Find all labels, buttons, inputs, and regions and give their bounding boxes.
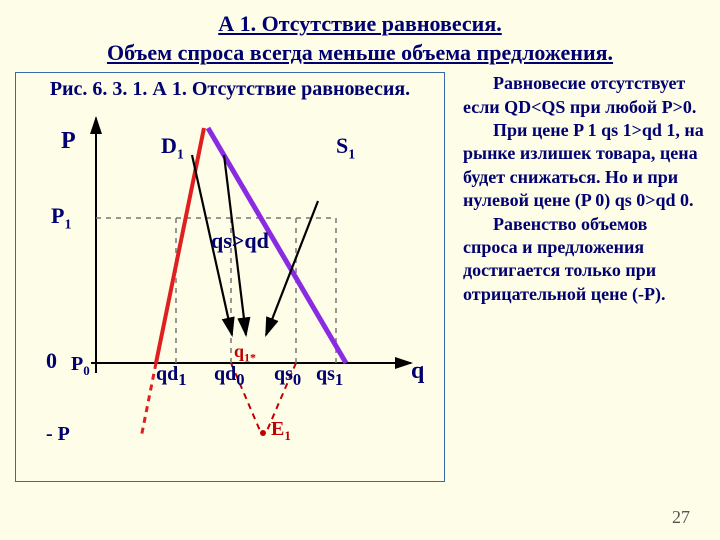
content-row: Рис. 6. 3. 1. А 1. Отсутствие равновесия… [0, 67, 720, 482]
q1star-label: q1* [234, 341, 256, 366]
title-line-1: А 1. Отсутствие равновесия. [218, 11, 502, 36]
chart-svg [16, 73, 446, 483]
supply-label: S1 [336, 133, 355, 163]
origin-label: 0 [46, 348, 57, 374]
title-line-2: Объем спроса всегда меньше объема предло… [107, 40, 613, 65]
paragraph-2: При цене P 1 qs 1>qd 1, на рынке излишек… [463, 119, 705, 213]
page-number: 27 [672, 507, 690, 528]
explanation-text: Равновесие отсутствует если QD<QS при лю… [445, 72, 705, 482]
axis-q-label: q [411, 358, 424, 385]
qd0-label: qd0 [214, 363, 245, 390]
qd1-label: qd1 [156, 363, 187, 390]
qsqd-label: qs>qd [211, 228, 269, 254]
demand-label: D1 [161, 133, 184, 163]
qs0-label: qs0 [274, 363, 301, 390]
chart-panel: Рис. 6. 3. 1. А 1. Отсутствие равновесия… [15, 72, 445, 482]
qs1-label: qs1 [316, 363, 343, 390]
neg-p-label: - P [46, 423, 70, 446]
e1-label: E1 [271, 418, 291, 444]
p1-label: P1 [51, 203, 71, 233]
p0-label: P0 [71, 353, 90, 379]
page-title: А 1. Отсутствие равновесия. Объем спроса… [0, 0, 720, 67]
axis-p-label: P [61, 128, 76, 155]
paragraph-1: Равновесие отсутствует если QD<QS при лю… [463, 72, 705, 119]
paragraph-3: Равенство объемов спроса и предложения д… [463, 213, 705, 307]
